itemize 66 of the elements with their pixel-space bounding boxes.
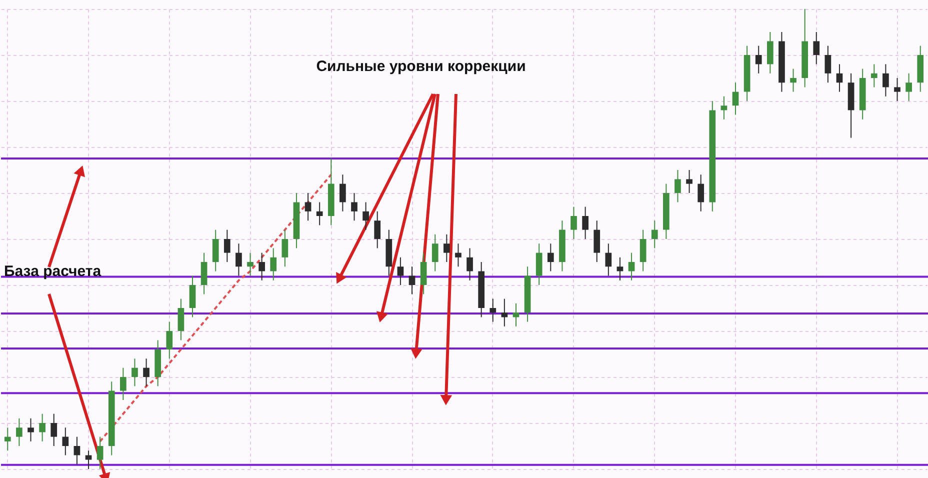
candlestick <box>466 248 473 281</box>
candlestick <box>224 229 230 262</box>
candlestick <box>501 298 508 327</box>
candlestick <box>698 174 704 212</box>
candlestick <box>651 220 658 249</box>
candlestick <box>766 32 774 74</box>
candlestick <box>490 298 496 322</box>
candlestick <box>120 367 126 400</box>
candlestick <box>4 427 11 452</box>
candlestick <box>616 256 624 281</box>
candlestick <box>200 252 208 295</box>
candlestick <box>547 243 554 272</box>
candlestick <box>62 427 69 456</box>
candlestick <box>628 252 635 281</box>
candlestick <box>536 243 542 286</box>
candlestick <box>340 174 346 212</box>
candlestick <box>74 436 80 465</box>
candlestick <box>605 243 612 276</box>
candlestick <box>420 252 427 295</box>
candlestick <box>582 206 588 240</box>
candlestick <box>432 234 438 272</box>
candlestick <box>570 206 577 240</box>
candlestick <box>594 220 600 262</box>
candlestick <box>132 358 138 387</box>
annotation: Сильные уровни коррекции <box>316 58 526 75</box>
candlestick <box>270 248 277 281</box>
candlestick <box>282 229 288 268</box>
candlestick <box>189 275 196 318</box>
candlestick <box>166 321 173 360</box>
annotation: База расчета <box>4 263 102 280</box>
candlestick <box>247 252 254 276</box>
candlestick <box>258 252 265 281</box>
candlestick <box>813 32 820 65</box>
candlestick <box>304 192 312 222</box>
candlestick <box>836 64 843 92</box>
candlestick <box>316 202 323 226</box>
candlestick <box>674 170 681 203</box>
candlestick <box>906 72 912 102</box>
candlestick <box>28 418 34 442</box>
candlestick <box>143 358 150 387</box>
candlestick <box>720 96 728 120</box>
candlestick <box>236 243 242 276</box>
candlestick <box>408 266 416 295</box>
candlestick <box>351 192 358 222</box>
candlestick <box>512 302 520 327</box>
candlestick <box>455 243 462 268</box>
candlestick <box>96 436 104 470</box>
candlestick <box>870 64 878 88</box>
candlestick <box>686 170 692 194</box>
candlestick <box>882 64 889 97</box>
candlestick <box>212 229 219 272</box>
candlestick <box>894 78 900 102</box>
candlestick <box>178 298 184 341</box>
candlestick <box>362 202 369 230</box>
candlestick <box>732 82 739 116</box>
candlestick <box>640 229 646 272</box>
candlestick <box>374 210 381 249</box>
candlestick <box>397 256 404 286</box>
candlestick <box>16 418 22 446</box>
candlestick <box>39 413 46 442</box>
candlestick <box>755 45 762 74</box>
candlestick <box>85 450 92 470</box>
candlestick <box>790 68 796 92</box>
candlestick <box>443 234 450 262</box>
candlestick <box>824 45 832 84</box>
candlestick <box>50 413 58 446</box>
